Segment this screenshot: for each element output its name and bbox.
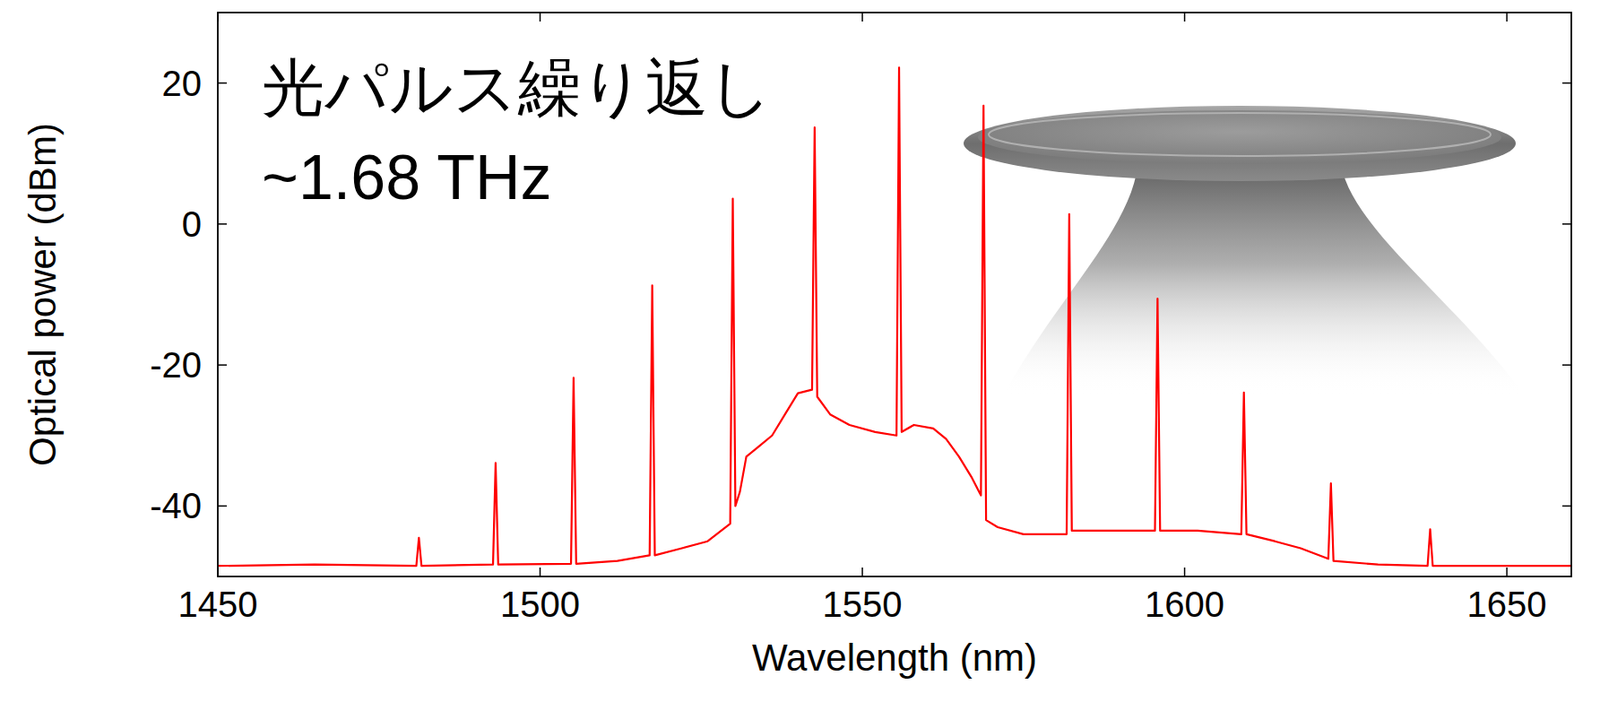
y-tick [217, 82, 227, 85]
plot-frame [217, 12, 1572, 577]
x-tick-top [1184, 12, 1186, 22]
x-tick-label: 1500 [500, 584, 580, 624]
x-tick [861, 567, 864, 577]
annotation: ~1.68 THz [261, 142, 553, 213]
y-tick [217, 363, 227, 366]
x-tick-label: 1550 [822, 584, 903, 624]
y-tick-right [1562, 223, 1572, 225]
y-axis-title: Optical power (dBm) [21, 122, 64, 467]
y-tick-label: 20 [162, 63, 203, 104]
x-tick-top [1505, 12, 1508, 22]
x-tick-top [539, 12, 542, 22]
x-tick-label: 1650 [1467, 584, 1548, 624]
spectrum-line [217, 67, 1572, 566]
y-tick [217, 223, 227, 225]
axes: 1450 1500 1550 1600 1650 -40 -20 0 20 [149, 12, 1572, 624]
toroid-disk [977, 110, 1502, 165]
toroid-rim [963, 105, 1516, 182]
y-tick [217, 505, 227, 508]
x-tick [1505, 567, 1508, 577]
x-tick-label: 1600 [1144, 584, 1225, 624]
y-tick-label: 0 [181, 204, 202, 244]
x-axis-title: Wavelength (nm) [752, 636, 1038, 679]
x-tick-top [861, 12, 864, 22]
y-tick-label: -40 [149, 485, 202, 526]
x-tick [1184, 567, 1186, 577]
x-tick [539, 567, 542, 577]
toroid-edge [988, 112, 1491, 156]
sem-inset [963, 105, 1524, 395]
chart: 1450 1500 1550 1600 1650 -40 -20 0 20 Wavelength … [0, 0, 1600, 702]
pedestal [1003, 156, 1524, 395]
x-tick-label: 1450 [178, 584, 259, 624]
y-tick-right [1562, 505, 1572, 508]
annotation: 光パルス繰り返し [261, 51, 773, 125]
plot-data [217, 67, 1572, 566]
y-tick-right [1562, 363, 1572, 366]
y-tick-label: -20 [149, 345, 202, 385]
y-tick-right [1562, 82, 1572, 85]
